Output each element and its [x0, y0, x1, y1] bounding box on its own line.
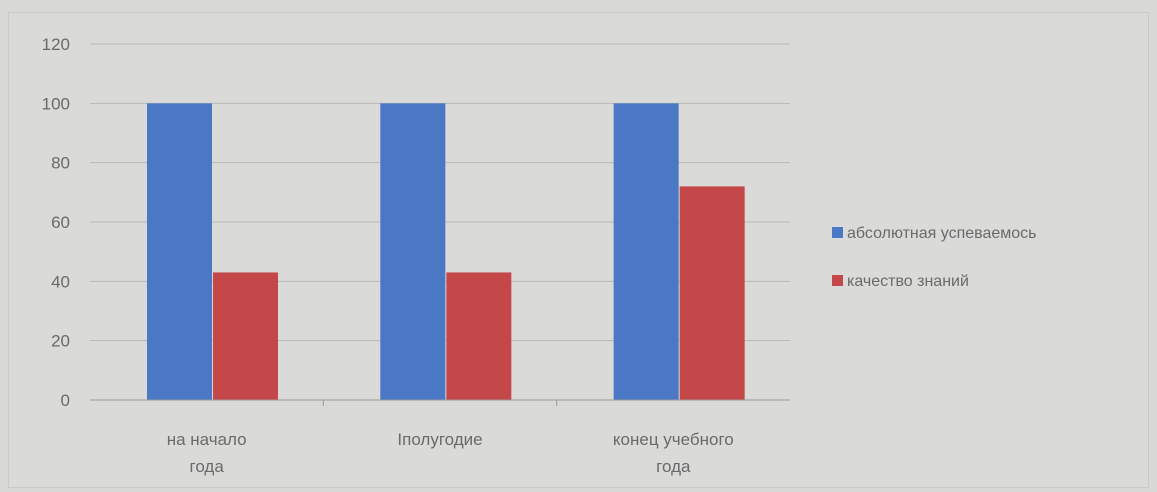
- y-axis-ticks: 0 20 40 60 80 100 120: [42, 35, 70, 410]
- bar-absolute-3: [613, 103, 679, 400]
- y-tick-label: 100: [42, 94, 70, 113]
- x-axis-labels: на начало года Iполугодие конец учебного год…: [167, 430, 734, 476]
- legend: абсолютная успеваемось качество знаний: [832, 225, 1037, 290]
- bars: [147, 103, 745, 400]
- bar-quality-3: [679, 186, 745, 400]
- bar-quality-1: [213, 272, 278, 400]
- x-tick-label: Iполугодие: [397, 430, 482, 449]
- y-tick-label: 120: [42, 35, 70, 54]
- legend-swatch: [832, 275, 843, 286]
- x-axis: [90, 399, 790, 406]
- legend-label: качество знаний: [847, 273, 969, 290]
- y-tick-label: 0: [61, 391, 70, 410]
- bar-absolute-2: [380, 103, 446, 400]
- legend-label: абсолютная успеваемось: [847, 225, 1037, 242]
- x-tick-label: на начало года: [167, 430, 247, 476]
- y-tick-label: 20: [51, 332, 70, 351]
- y-tick-label: 40: [51, 272, 70, 291]
- legend-swatch: [832, 227, 843, 238]
- bar-absolute-1: [147, 103, 212, 400]
- x-tick-label: конец учебного года: [613, 430, 734, 476]
- bar-quality-2: [446, 272, 512, 400]
- y-tick-label: 60: [51, 213, 70, 232]
- y-tick-label: 80: [51, 154, 70, 173]
